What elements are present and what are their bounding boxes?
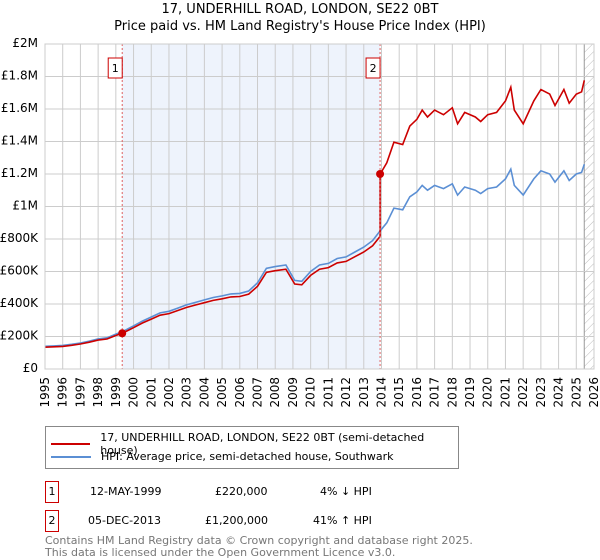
y-tick-label: £1.2M xyxy=(1,166,38,180)
x-tick-label: 2011 xyxy=(321,377,335,408)
x-tick-label: 2024 xyxy=(552,377,566,408)
legend-label: 17, UNDERHILL ROAD, LONDON, SE22 0BT (se… xyxy=(100,431,425,457)
x-tick-label: 2019 xyxy=(463,377,477,408)
x-tick-label: 2009 xyxy=(286,377,300,408)
sale-date: 12-MAY-1999 xyxy=(90,485,162,498)
footer-line: Contains HM Land Registry data © Crown c… xyxy=(45,534,473,547)
x-tick-label: 2005 xyxy=(215,377,229,408)
sale-date: 05-DEC-2013 xyxy=(88,514,162,527)
sale-marker-badge: 1 xyxy=(45,481,59,503)
x-tick-label: 2004 xyxy=(197,377,211,408)
x-tick-label: 1995 xyxy=(38,377,52,408)
x-tick-label: 1999 xyxy=(109,377,123,408)
legend-item-property: 17, UNDERHILL ROAD, LONDON, SE22 0BT (se… xyxy=(51,431,458,457)
legend: 17, UNDERHILL ROAD, LONDON, SE22 0BT (se… xyxy=(45,426,459,469)
y-tick-label: £600K xyxy=(0,264,39,278)
y-tick-label: £800K xyxy=(0,231,39,245)
x-tick-label: 2020 xyxy=(481,377,495,408)
y-tick-label: £2M xyxy=(12,36,38,50)
plot-border xyxy=(44,43,595,370)
x-tick-label: 2022 xyxy=(516,377,530,408)
x-tick-label: 2018 xyxy=(445,377,459,408)
x-tick-label: 2008 xyxy=(268,377,282,408)
chart-subtitle: Price paid vs. HM Land Registry's House … xyxy=(114,19,486,34)
property-price-line xyxy=(44,80,586,348)
legend-swatch-red xyxy=(51,443,91,445)
x-tick-label: 2012 xyxy=(339,377,353,408)
footer-line: This data is licensed under the Open Gov… xyxy=(45,546,396,559)
sale-hpi-diff: 41% ↑ HPI xyxy=(313,514,372,527)
x-tick-label: 2025 xyxy=(569,377,583,408)
sale-price: £1,200,000 xyxy=(205,514,268,527)
x-tick-label: 2006 xyxy=(233,377,247,408)
chart-title: 17, UNDERHILL ROAD, LONDON, SE22 0BT xyxy=(161,2,439,17)
y-tick-label: £1.8M xyxy=(1,69,38,83)
sale-label: 2 xyxy=(370,62,377,75)
x-tick-label: 1997 xyxy=(73,377,87,408)
y-tick-label: £0 xyxy=(23,361,38,375)
x-tick-label: 2026 xyxy=(587,377,600,408)
y-tick-label: £1.6M xyxy=(1,101,38,115)
y-tick-label: £400K xyxy=(0,296,39,310)
x-tick-label: 2010 xyxy=(304,377,318,408)
legend-item-hpi: HPI: Average price, semi-detached house,… xyxy=(51,450,393,463)
sale-label-box xyxy=(365,57,381,79)
sale-label: 1 xyxy=(112,62,119,75)
y-tick-label: £1.4M xyxy=(1,134,38,148)
sale-annotation-row: 2 05-DEC-2013 £1,200,000 41% ↑ HPI xyxy=(45,510,445,532)
legend-swatch-blue xyxy=(51,455,91,458)
x-tick-label: 2017 xyxy=(428,377,442,408)
sale-point xyxy=(118,329,127,338)
x-tick-label: 2016 xyxy=(410,377,424,408)
x-tick-label: 2003 xyxy=(180,377,194,408)
x-tick-label: 2000 xyxy=(127,377,141,408)
x-tick-label: 2021 xyxy=(498,377,512,408)
sale-annotation-row: 1 12-MAY-1999 £220,000 4% ↓ HPI xyxy=(45,481,445,503)
hpi-line xyxy=(44,164,586,348)
x-tick-label: 2002 xyxy=(162,377,176,408)
x-tick-label: 2014 xyxy=(374,377,388,408)
sale-marker-badge: 2 xyxy=(45,510,59,532)
x-tick-label: 2001 xyxy=(144,377,158,408)
footer-attribution: Contains HM Land Registry data © Crown c… xyxy=(45,535,473,559)
sale-price: £220,000 xyxy=(215,485,268,498)
y-tick-label: £200K xyxy=(0,329,39,343)
sale-hpi-diff: 4% ↓ HPI xyxy=(320,485,372,498)
x-tick-label: 2023 xyxy=(534,377,548,408)
x-tick-label: 1998 xyxy=(91,377,105,408)
y-tick-label: £1M xyxy=(12,199,38,213)
price-chart: £0 £200K £400K £600K £800K £1M £1.2M £1.4M £1.6M… xyxy=(0,36,600,408)
x-tick-label: 1996 xyxy=(56,377,70,408)
x-tick-label: 2015 xyxy=(392,377,406,408)
sale-point xyxy=(376,170,385,178)
x-tick-label: 2007 xyxy=(251,377,265,408)
x-tick-label: 2013 xyxy=(357,377,371,408)
legend-label: HPI: Average price, semi-detached house,… xyxy=(101,450,394,463)
sale-label-box xyxy=(107,57,123,79)
